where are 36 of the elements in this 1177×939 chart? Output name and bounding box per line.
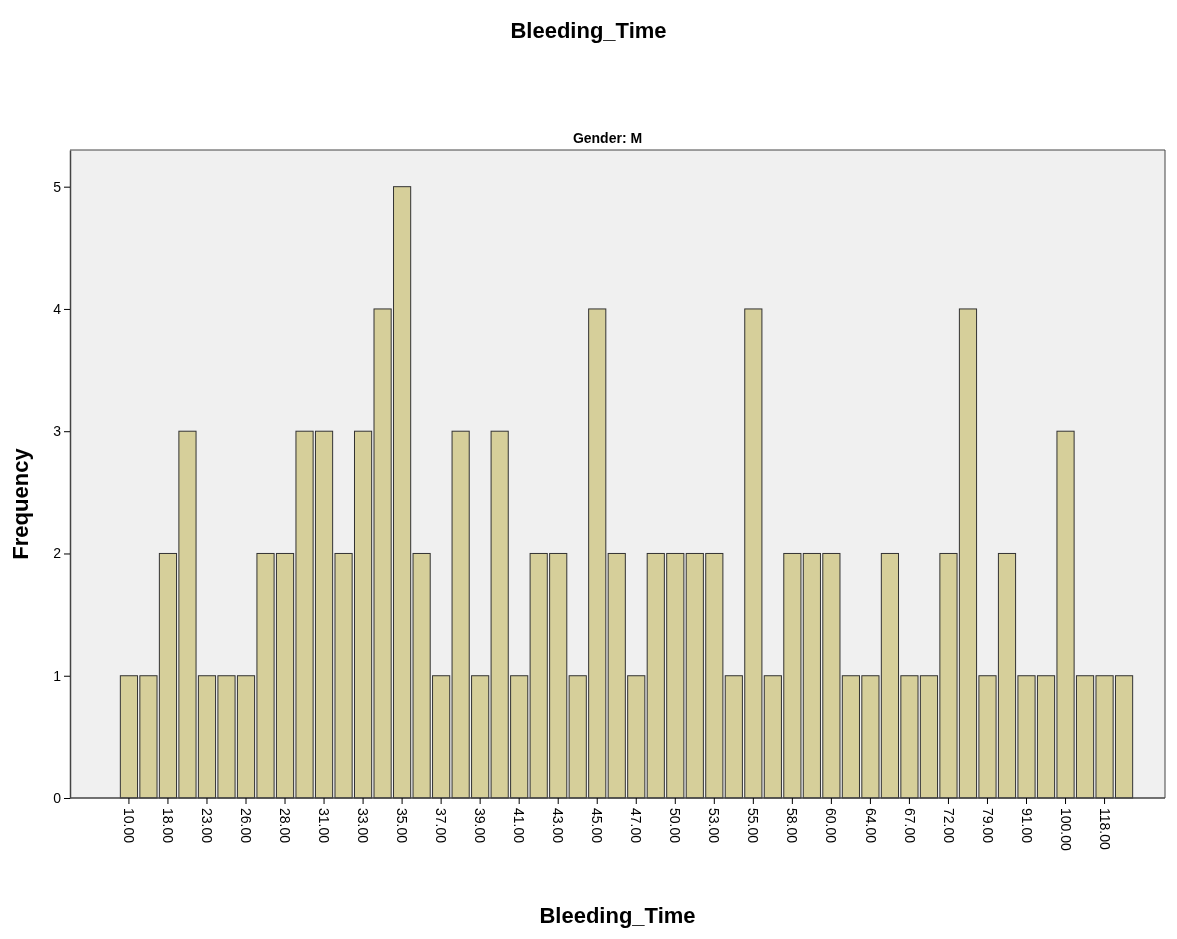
x-tick-label: 118.00 (1096, 808, 1113, 850)
x-tick-label: 50.00 (667, 808, 684, 844)
y-tick-label: 0 (53, 789, 62, 806)
x-tick-label: 28.00 (277, 808, 294, 844)
y-tick-label: 1 (53, 667, 62, 684)
y-tick-label: 2 (53, 545, 62, 562)
x-tick-label: 37.00 (433, 808, 450, 844)
x-tick-label: 26.00 (238, 808, 255, 844)
x-tick-label: 55.00 (745, 808, 762, 844)
x-tick-label: 58.00 (784, 808, 801, 844)
x-tick-label: 35.00 (394, 808, 411, 844)
chart-title: Bleeding_Time (510, 18, 667, 43)
x-tick-label: 91.00 (1018, 808, 1035, 844)
x-tick-label: 45.00 (589, 808, 606, 844)
x-tick-label: 43.00 (550, 808, 567, 844)
x-tick-label: 79.00 (979, 808, 996, 844)
x-tick-label: 33.00 (355, 808, 372, 844)
x-tick-label: 41.00 (511, 808, 528, 844)
x-tick-label: 18.00 (160, 808, 177, 844)
y-tick-label: 4 (53, 300, 62, 317)
y-axis-title: Frequency (8, 447, 33, 560)
x-tick-label: 100.00 (1057, 808, 1074, 852)
chart-subtitle: Gender: M (572, 130, 643, 146)
x-tick-label: 72.00 (940, 808, 957, 844)
x-tick-label: 53.00 (706, 808, 723, 844)
x-tick-label: 39.00 (472, 808, 489, 844)
x-tick-label: 60.00 (823, 808, 840, 844)
x-tick-label: 67.00 (901, 808, 918, 844)
y-tick-label: 5 (53, 178, 62, 195)
x-tick-label: 31.00 (316, 808, 333, 844)
x-axis-title: Bleeding_Time (539, 903, 696, 928)
x-tick-label: 47.00 (628, 808, 645, 844)
x-tick-label: 23.00 (199, 808, 216, 844)
x-tick-label: 10.00 (121, 808, 138, 844)
y-tick-label: 3 (53, 423, 62, 440)
x-tick-label: 64.00 (862, 808, 879, 844)
